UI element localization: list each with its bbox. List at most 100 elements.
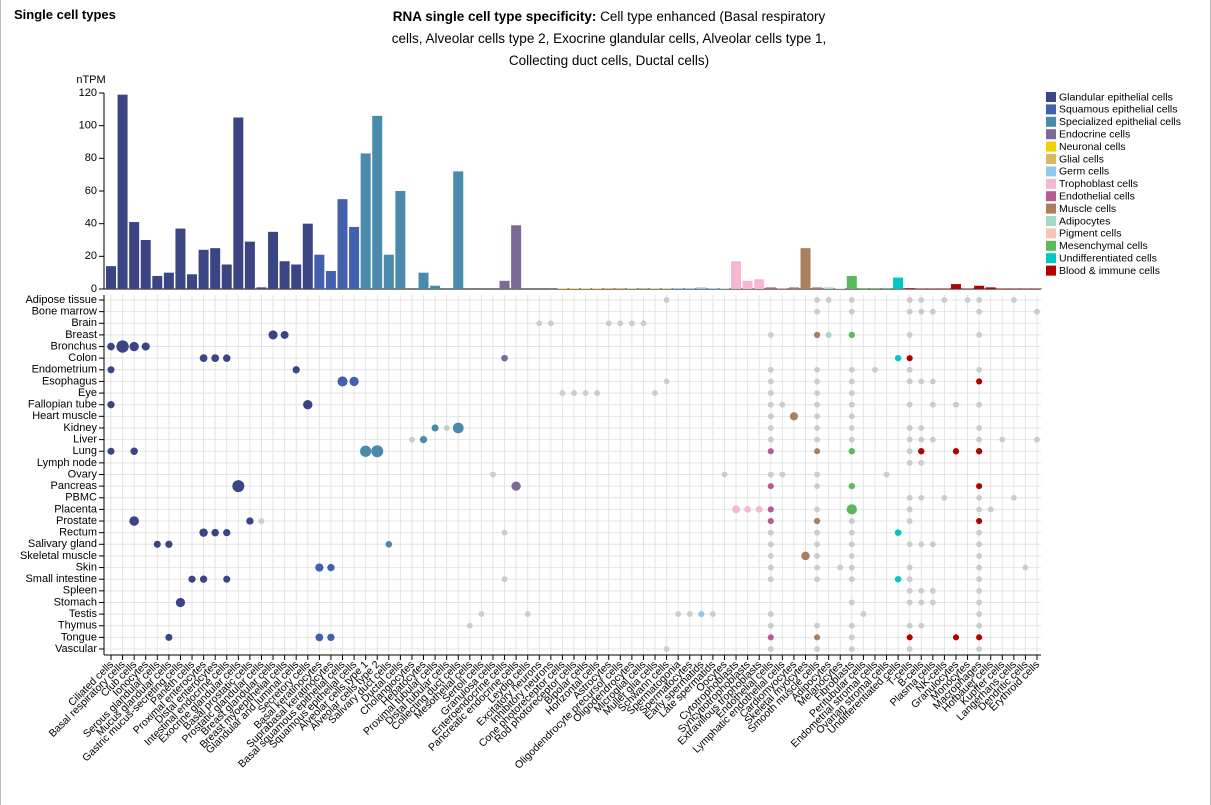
dot — [709, 611, 716, 618]
dot — [767, 564, 774, 571]
side-title: Single cell types — [14, 7, 116, 22]
legend-label: Glandular epithelial cells — [1059, 91, 1173, 103]
dot — [559, 390, 566, 396]
dot — [813, 517, 821, 525]
dot — [918, 297, 925, 303]
bar — [812, 287, 823, 289]
dot — [223, 354, 231, 362]
dot — [814, 297, 821, 303]
dot — [883, 471, 890, 478]
dot — [814, 529, 821, 536]
legend-swatch — [1046, 216, 1056, 226]
dot — [594, 390, 601, 396]
legend-swatch — [1046, 129, 1056, 140]
dot — [918, 425, 925, 431]
dot — [303, 400, 313, 410]
dot — [929, 436, 936, 443]
dot — [814, 576, 821, 583]
dot — [767, 517, 774, 525]
dot — [906, 518, 913, 524]
legend-label: Adipocytes — [1059, 215, 1110, 227]
dot — [129, 516, 139, 526]
row-label: Skeletal muscle — [20, 550, 97, 562]
row-label: Endometrium — [32, 364, 97, 376]
dot — [848, 634, 855, 641]
dot — [1022, 564, 1029, 571]
dot — [976, 425, 983, 431]
legend-swatch — [1046, 104, 1056, 115]
dot — [848, 308, 855, 315]
dot — [848, 401, 855, 408]
bar — [117, 94, 128, 289]
dot — [846, 504, 857, 515]
dot — [976, 436, 983, 443]
dot — [976, 541, 983, 548]
bar — [603, 288, 614, 289]
dot — [767, 553, 774, 559]
dot — [814, 506, 821, 513]
dot — [536, 320, 543, 327]
dot — [848, 553, 855, 559]
dot — [848, 366, 855, 373]
dot — [848, 390, 855, 396]
dot — [767, 331, 774, 338]
dot — [814, 622, 821, 629]
bar — [788, 287, 799, 289]
bar — [881, 288, 892, 289]
row-label: Lymph node — [37, 457, 97, 469]
dot — [918, 436, 925, 443]
bar — [696, 287, 707, 289]
row-label: Tongue — [61, 631, 97, 643]
row-label: Stomach — [54, 596, 97, 608]
dot — [929, 541, 936, 548]
legend-swatch — [1046, 228, 1056, 239]
dot — [848, 541, 855, 548]
dot — [848, 518, 855, 524]
dot — [906, 622, 913, 629]
y-tick-label: 60 — [85, 185, 97, 197]
dot — [663, 378, 670, 385]
dot — [327, 563, 335, 572]
row-label: Small intestine — [25, 573, 97, 585]
dot — [906, 308, 913, 315]
dot — [767, 401, 774, 408]
bar — [210, 248, 221, 289]
dot — [767, 506, 774, 513]
dot — [906, 331, 913, 338]
dot — [814, 471, 821, 478]
dot — [801, 551, 810, 561]
dot — [814, 646, 821, 652]
dot — [698, 611, 705, 618]
dot — [848, 448, 855, 455]
dot — [767, 529, 774, 536]
dot — [744, 506, 751, 513]
dot — [837, 564, 844, 571]
dot — [906, 646, 913, 652]
chart-title: RNA single cell type specificity: Cell t… — [384, 6, 834, 72]
row-label: Kidney — [63, 422, 97, 434]
bar — [731, 261, 742, 289]
bar — [244, 241, 255, 289]
legend-swatch — [1046, 265, 1056, 276]
dot — [814, 378, 821, 385]
dot — [918, 459, 925, 466]
dot — [767, 622, 774, 629]
dot — [848, 529, 855, 536]
dot — [431, 424, 439, 432]
dot — [975, 448, 983, 455]
dot — [315, 563, 324, 572]
legend-label: Squamous epithelial cells — [1059, 104, 1177, 116]
dot — [976, 576, 983, 583]
dot — [976, 587, 983, 594]
dot — [360, 445, 372, 457]
legend-swatch — [1046, 116, 1056, 127]
bar — [129, 222, 140, 289]
dot — [906, 355, 913, 362]
dot — [976, 622, 983, 629]
bar — [869, 288, 880, 289]
title-text: Cell type enhanced (Basal respiratory ce… — [391, 9, 827, 68]
row-label: PBMC — [65, 492, 97, 504]
dot — [976, 483, 983, 490]
dot — [918, 599, 925, 606]
bar — [742, 280, 753, 289]
